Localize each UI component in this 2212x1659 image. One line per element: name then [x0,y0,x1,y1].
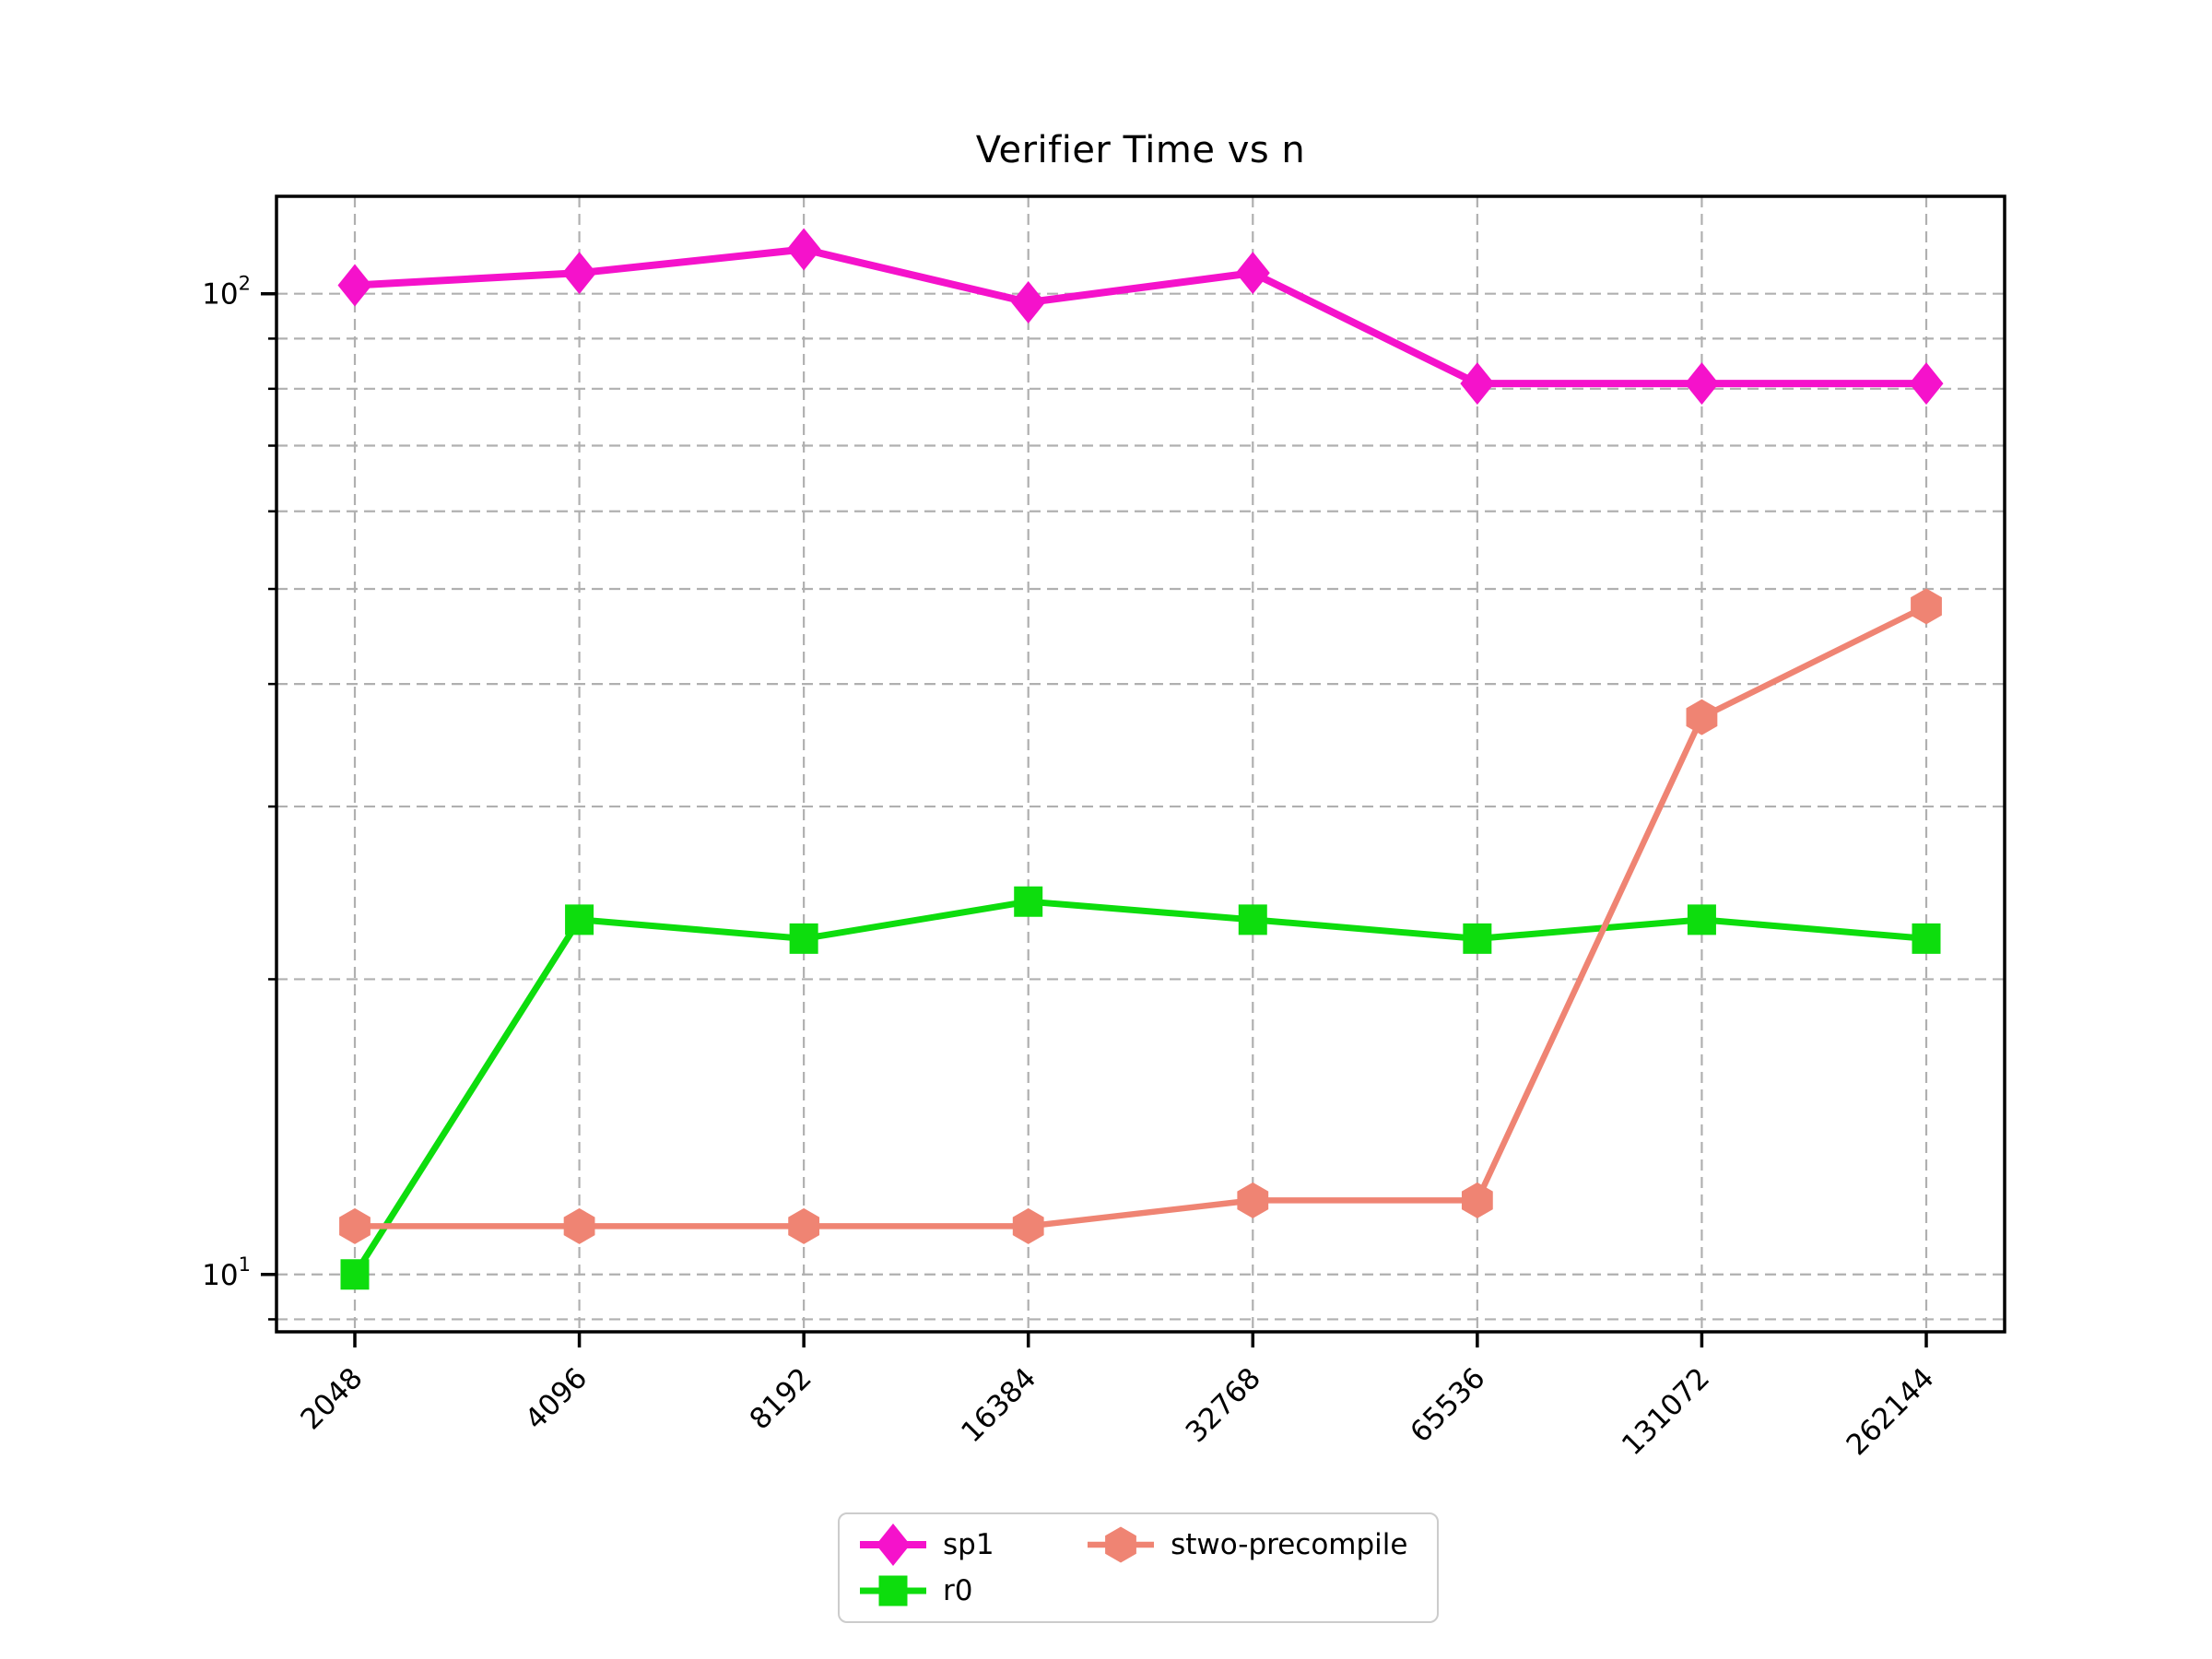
r0-legend-marker [860,1575,926,1606]
stwo-precompile-marker-32768 [1237,1182,1269,1218]
r0-line [352,898,1927,1277]
legend: sp1 r0 stwo-precompile [838,1512,1439,1623]
sp1-marker-32768 [1235,252,1270,295]
stwo-precompile-marker-262144 [1911,588,1942,625]
series-r0 [340,886,1941,1290]
r0-marker-4096 [565,904,594,935]
xtick-label-131072: 131072 [1616,1361,1716,1462]
ytick-label-100: 102 [202,273,251,312]
sp1-marker-131072 [1684,362,1719,406]
y-tick-labels: 102 101 [202,273,251,1292]
x-ticks [353,1332,1928,1347]
stwo-precompile-marker-4096 [563,1207,595,1244]
r0-marker-32768 [1238,904,1267,935]
r0-marker-65536 [1463,923,1492,954]
r0-marker-262144 [1912,923,1941,954]
xtick-label-2048: 2048 [294,1361,369,1436]
y-ticks [261,291,276,1321]
r0-marker-2048 [340,1259,370,1290]
r0-marker-131072 [1687,904,1716,935]
sp1-marker-16384 [1011,281,1046,324]
xtick-label-65536: 65536 [1404,1361,1491,1449]
sp1-line [354,245,1926,388]
stwo-precompile-marker-131072 [1686,699,1718,735]
legend-entry-stwo-precompile: stwo-precompile [1086,1523,1418,1567]
sp1-marker-2048 [337,264,372,307]
ytick-label-10: 101 [202,1253,251,1292]
r0-marker-16384 [1014,886,1043,917]
sp1-legend-marker [860,1524,926,1566]
legend-label-stwo-precompile: stwo-precompile [1171,1528,1408,1561]
legend-label-r0: r0 [943,1574,973,1607]
series-sp1 [337,228,1944,406]
sp1-marker-262144 [1909,362,1944,406]
x-gridlines [353,196,1928,1332]
r0-marker-8192 [789,923,818,954]
chart-title: Verifier Time vs n [975,129,1306,171]
sp1-marker-65536 [1460,362,1495,406]
stwo-precompile-marker-2048 [339,1207,371,1244]
y-gridlines [276,292,2005,1321]
legend-label-sp1: sp1 [943,1528,994,1561]
legend-entry-r0: r0 [858,1569,1005,1613]
stwo-precompile-marker-16384 [1012,1207,1044,1244]
legend-entry-sp1: sp1 [858,1523,1005,1567]
stwo-precompile-legend-marker [1088,1526,1155,1563]
axes-spines [275,194,2006,1334]
stwo-precompile-line [355,603,1928,1230]
xtick-label-262144: 262144 [1841,1361,1941,1462]
sp1-marker-8192 [786,228,821,271]
xtick-label-8192: 8192 [744,1361,818,1436]
stwo-precompile-marker-65536 [1461,1182,1493,1218]
xtick-label-32768: 32768 [1180,1361,1267,1449]
series-stwo-precompile [339,588,1942,1244]
x-tick-labels: 2048 4096 8192 16384 32768 65536 131072 262144 [294,1361,1940,1462]
xtick-label-16384: 16384 [955,1361,1042,1449]
xtick-label-4096: 4096 [519,1361,594,1436]
sp1-marker-4096 [562,252,597,295]
stwo-precompile-marker-8192 [788,1207,820,1244]
